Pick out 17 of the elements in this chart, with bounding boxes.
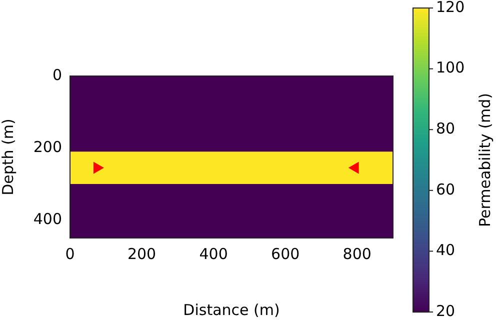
color-bar-label: 20 (436, 302, 456, 320)
x-axis-title: Distance (m) (183, 300, 280, 319)
y-axis-title: Depth (m) (0, 118, 17, 196)
x-tick-label: 400 (199, 244, 228, 263)
color-bar-label: 80 (436, 119, 456, 138)
y-tick-label: 0 (52, 66, 62, 84)
y-tick-label: 200 (33, 138, 62, 156)
x-tick-label: 800 (342, 244, 372, 263)
x-tick-label: 0 (65, 244, 75, 263)
color-bar-label: 100 (436, 58, 465, 77)
x-tick-label: 600 (271, 244, 300, 263)
x-tick-label: 200 (127, 244, 156, 263)
color-bar-title: Permeability (md) (476, 92, 494, 228)
color-bar-label: 60 (436, 180, 456, 198)
color-bar-label: 120 (436, 0, 465, 16)
color-bar-label: 40 (436, 241, 456, 260)
y-tick-label: 400 (33, 210, 62, 228)
